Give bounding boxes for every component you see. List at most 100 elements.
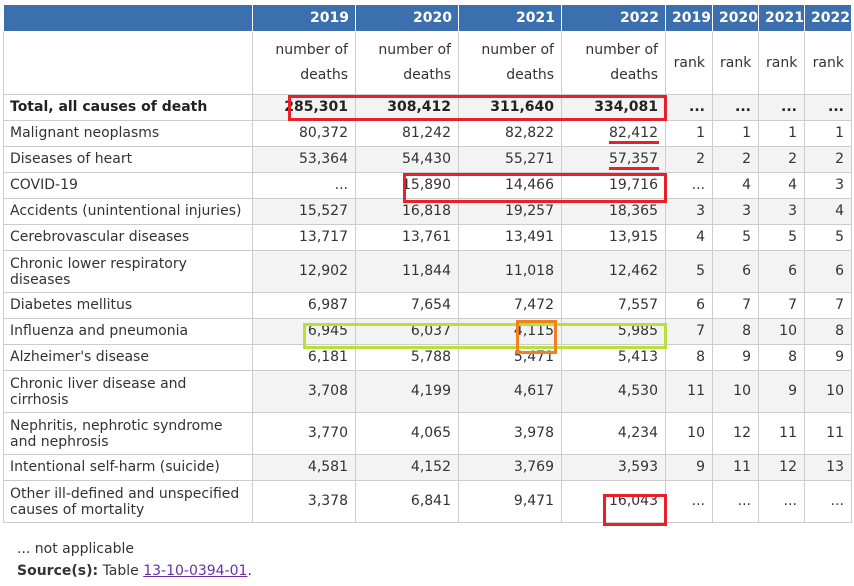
highlight-box-covid [403, 173, 667, 203]
table-row: Diseases of heart 53,364 54,430 55,271 57,35… [3, 146, 852, 173]
source-label: Source(s): [17, 563, 99, 579]
deaths-cell: 334,081 [561, 94, 666, 121]
deaths-cell: 13,761 [355, 224, 459, 251]
deaths-cell: 13,915 [561, 224, 666, 251]
deaths-cell: 82,822 [458, 120, 562, 147]
rank-cell: 7 [712, 292, 759, 319]
rank-cell: 8 [758, 344, 805, 371]
rank-cell: 4 [712, 172, 759, 199]
rank-cell: 1 [712, 120, 759, 147]
row-label: Nephritis, nephrotic syndrome and nephro… [3, 412, 253, 455]
rank-cell: 6 [804, 250, 852, 293]
rank-cell: 3 [804, 172, 852, 199]
row-label: COVID-19 [3, 172, 253, 199]
deaths-cell: 53,364 [252, 146, 356, 173]
unit-header: rank [665, 31, 713, 95]
footnote: ... not applicable Source(s): Table 13-1… [17, 538, 252, 582]
deaths-cell: 3,708 [252, 370, 356, 413]
table-body: Total, all causes of death 285,301 308,412… [3, 94, 852, 523]
highlight-box-influenza [303, 323, 667, 349]
unit-header: number of deaths [252, 31, 356, 95]
deaths-table: 2019 2020 2021 2022 2019 2020 2021 2022 … [3, 4, 852, 523]
rank-cell: 9 [804, 344, 852, 371]
rank-cell: 11 [712, 454, 759, 481]
rank-cell: ... [804, 94, 852, 121]
deaths-cell: 3,770 [252, 412, 356, 455]
deaths-cell: 7,472 [458, 292, 562, 319]
deaths-cell: 4,065 [355, 412, 459, 455]
source-end: . [247, 563, 252, 579]
source-text: Table [102, 563, 139, 579]
table-row: Influenza and pneumonia 6,945 6,037 4,115 5,… [3, 318, 852, 345]
year-header: 2020 [712, 4, 759, 32]
year-header: 2019 [252, 4, 356, 32]
rank-cell: 9 [712, 344, 759, 371]
underline-malignant-2022 [609, 141, 659, 144]
deaths-cell: 15,527 [252, 198, 356, 225]
rank-cell: 8 [712, 318, 759, 345]
deaths-cell: 9,471 [458, 480, 562, 523]
rank-cell: 3 [712, 198, 759, 225]
rank-cell: ... [665, 172, 713, 199]
rank-cell: 5 [804, 224, 852, 251]
source-link[interactable]: 13-10-0394-01 [143, 563, 248, 579]
row-label: Alzheimer's disease [3, 344, 253, 371]
rank-cell: 4 [665, 224, 713, 251]
deaths-cell: 12,902 [252, 250, 356, 293]
rank-cell: 11 [758, 412, 805, 455]
deaths-cell: 4,199 [355, 370, 459, 413]
total-row: Total, all causes of death 285,301 308,412… [3, 94, 852, 121]
deaths-cell: 4,617 [458, 370, 562, 413]
deaths-cell: 3,978 [458, 412, 562, 455]
rank-cell: 8 [665, 344, 713, 371]
rank-cell: 12 [758, 454, 805, 481]
deaths-cell: 14,466 [458, 172, 562, 199]
unit-header: number of deaths [458, 31, 562, 95]
row-label: Diabetes mellitus [3, 292, 253, 319]
year-header: 2021 [758, 4, 805, 32]
deaths-cell: 11,018 [458, 250, 562, 293]
highlight-box-totals [288, 95, 667, 121]
rank-cell: 1 [665, 120, 713, 147]
deaths-cell: 54,430 [355, 146, 459, 173]
deaths-cell: 13,491 [458, 224, 562, 251]
deaths-cell: 6,841 [355, 480, 459, 523]
rank-cell: 5 [712, 224, 759, 251]
deaths-cell: 3,769 [458, 454, 562, 481]
deaths-cell: 19,716 [561, 172, 666, 199]
rank-cell: 9 [665, 454, 713, 481]
deaths-cell: 4,152 [355, 454, 459, 481]
rank-cell: 6 [665, 292, 713, 319]
deaths-cell: 80,372 [252, 120, 356, 147]
deaths-cell: 6,987 [252, 292, 356, 319]
deaths-cell: 4,234 [561, 412, 666, 455]
rank-cell: 13 [804, 454, 852, 481]
rank-cell: ... [758, 94, 805, 121]
deaths-cell: 4,581 [252, 454, 356, 481]
rank-cell: 5 [665, 250, 713, 293]
table-row: Chronic liver disease and cirrhosis 3,708… [3, 370, 852, 413]
underline-heart-2022 [609, 167, 659, 170]
row-label: Chronic lower respiratory diseases [3, 250, 253, 293]
rank-cell: ... [712, 94, 759, 121]
deaths-cell: 16,043 [561, 480, 666, 523]
rank-cell: 8 [804, 318, 852, 345]
deaths-cell: 7,654 [355, 292, 459, 319]
row-label: Total, all causes of death [3, 94, 253, 121]
row-label: Cerebrovascular diseases [3, 224, 253, 251]
year-header: 2021 [458, 4, 562, 32]
source-line: Source(s): Table 13-10-0394-01. [17, 560, 252, 582]
deaths-cell: 55,271 [458, 146, 562, 173]
rank-cell: 3 [665, 198, 713, 225]
rank-cell: 7 [804, 292, 852, 319]
rank-cell: 2 [712, 146, 759, 173]
rank-cell: ... [804, 480, 852, 523]
table-row: Malignant neoplasms 80,372 81,242 82,822 82,… [3, 120, 852, 147]
row-label: Malignant neoplasms [3, 120, 253, 147]
rank-cell: 4 [758, 172, 805, 199]
deaths-cell: 3,378 [252, 480, 356, 523]
rank-cell: 2 [665, 146, 713, 173]
highlight-box-influenza-2021 [516, 320, 557, 354]
unit-header: rank [758, 31, 805, 95]
rank-cell: 5 [758, 224, 805, 251]
